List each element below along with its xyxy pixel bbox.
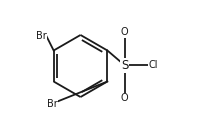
Text: Cl: Cl <box>148 60 158 70</box>
Text: Br: Br <box>36 31 46 41</box>
Text: S: S <box>121 59 129 72</box>
Text: O: O <box>121 93 129 103</box>
Text: O: O <box>121 27 129 37</box>
Text: Br: Br <box>47 99 57 109</box>
